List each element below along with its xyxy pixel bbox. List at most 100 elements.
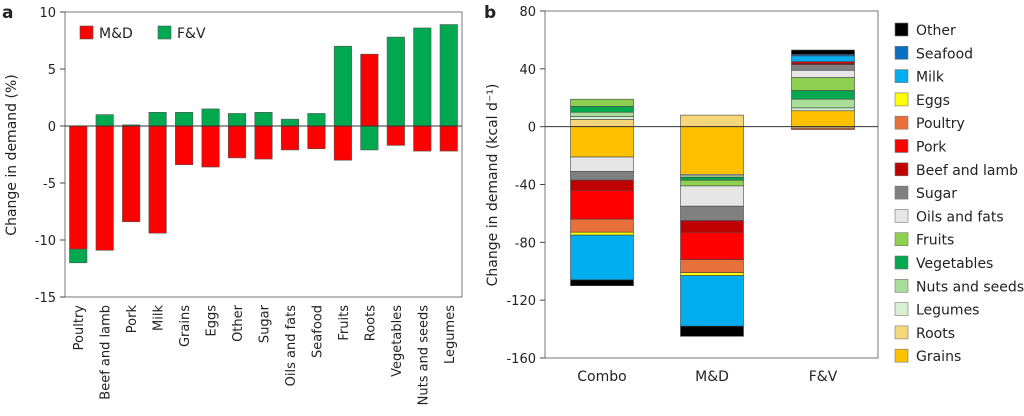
- x-tick-label: Seafood: [310, 305, 325, 358]
- y-tick-label: -160: [506, 352, 536, 367]
- bar-segment-other: [680, 325, 744, 337]
- bar-segment-milk: [570, 234, 634, 281]
- y-tick-label: 80: [519, 5, 536, 20]
- legend-swatch: [894, 185, 909, 200]
- bar-segment-vegetables: [570, 106, 634, 113]
- y-tick-label: -10: [35, 234, 56, 249]
- bar-f-v: [439, 24, 458, 127]
- bar-segment-pork: [570, 189, 634, 220]
- bar-segment-eggs: [680, 272, 744, 276]
- chart-b: 80 40 0 -40 -80 -120 -160 Combo M&D F&V Other Seafo…: [506, 5, 1024, 385]
- bar-segment-nuts-and-seeds: [791, 98, 855, 109]
- y-tick-label: -40: [515, 179, 536, 194]
- chart-b-ylabel: Change in demand (kcal d⁻¹): [485, 84, 501, 287]
- y-tick-label: -5: [43, 177, 56, 192]
- legend-swatch: [79, 25, 94, 40]
- legend-swatch: [894, 115, 909, 130]
- bar-segment-grains: [570, 126, 634, 158]
- bar-segment-milk: [791, 55, 855, 62]
- y-tick-label: -15: [35, 291, 56, 306]
- bar-segment-oils-and-fats: [570, 156, 634, 172]
- legend-label: Grains: [916, 349, 961, 365]
- plot-frame: [64, 11, 463, 298]
- legend-label: Other: [916, 23, 956, 39]
- x-tick-label: Legumes: [443, 305, 458, 364]
- legend-label: Pork: [916, 140, 947, 156]
- bar-segment-milk: [680, 275, 744, 327]
- x-tick-label: Milk: [152, 305, 167, 331]
- legend-swatch: [894, 232, 909, 246]
- bar-segment-beef-and-lamb: [680, 220, 744, 233]
- legend-swatch: [894, 278, 909, 293]
- bar-f-v: [386, 36, 405, 127]
- legend-label: Sugar: [916, 186, 957, 202]
- bar-segment-nuts-and-seeds: [570, 111, 634, 117]
- legend-swatch: [894, 45, 909, 60]
- bar-m-d: [413, 125, 432, 152]
- x-tick-label: Roots: [363, 305, 378, 341]
- x-tick-label: Grains: [178, 305, 193, 347]
- bar-f-v: [148, 112, 167, 127]
- y-tick-label: 0: [528, 121, 536, 136]
- bar-segment-other: [791, 49, 855, 55]
- chart-a: 10 5 0 -5 -10 -15 Poultry Beef and lamb Pork Milk…: [35, 6, 463, 406]
- bar-m-d: [95, 125, 114, 251]
- bar-segment-sugar: [680, 205, 744, 221]
- legend-swatch: [894, 302, 909, 316]
- legend-label: Fruits: [916, 233, 954, 249]
- bar-segment-legumes: [791, 107, 855, 112]
- legend-swatch: [894, 22, 909, 37]
- bar-segment-oils-and-fats: [791, 69, 855, 78]
- bar-segment-eggs: [570, 231, 634, 236]
- x-tick-label: Pork: [125, 305, 140, 334]
- y-tick-label: -80: [515, 236, 536, 251]
- bar-segment-sugar: [570, 171, 634, 181]
- bar-m-d: [227, 125, 247, 159]
- bar-f-v: [333, 45, 352, 127]
- bar-m-d: [439, 125, 458, 152]
- x-tick-label: Beef and lamb: [99, 305, 114, 400]
- x-tick-label: Sugar: [258, 304, 273, 343]
- panel-b-label: b: [484, 3, 496, 23]
- bar-m-d: [360, 53, 379, 127]
- legend-label: Oils and fats: [916, 209, 1004, 225]
- legend-label: M&D: [99, 26, 133, 42]
- bar-segment-beef-and-lamb: [570, 179, 634, 191]
- legend-label: Beef and lamb: [916, 163, 1018, 179]
- x-tick-label: Fruits: [337, 305, 352, 341]
- bar-f-v: [95, 114, 114, 127]
- bar-segment-pork: [680, 231, 744, 260]
- legend-label: Vegetables: [916, 256, 993, 272]
- bar-f-v: [307, 113, 326, 127]
- bar-segment-legumes: [570, 116, 634, 120]
- legend-swatch: [894, 348, 909, 363]
- bar-segment-vegetables: [791, 90, 855, 100]
- bar-f-v: [227, 113, 247, 127]
- legend-swatch: [894, 209, 909, 223]
- y-tick-label: -120: [506, 294, 536, 309]
- bar-m-d: [69, 125, 88, 250]
- legend-label: Roots: [916, 326, 955, 342]
- y-tick-label: 10: [39, 6, 56, 21]
- legend-label: F&V: [177, 26, 206, 42]
- x-tick-label: Oils and fats: [284, 305, 299, 387]
- bar-f-v: [254, 112, 273, 127]
- x-tick-label: Combo: [577, 369, 626, 385]
- bar-segment-other: [570, 279, 634, 287]
- bar-m-d: [307, 125, 326, 150]
- bar-f-v: [69, 248, 88, 264]
- x-tick-label: Nuts and seeds: [416, 305, 431, 406]
- chart-a-ylabel: Change in demand (%): [4, 74, 20, 235]
- y-tick-label: 40: [519, 63, 536, 78]
- legend-swatch: [894, 255, 909, 270]
- bar-segment-grains: [680, 126, 744, 175]
- panel-a-label: a: [2, 3, 13, 23]
- bar-m-d: [386, 125, 405, 146]
- bar-segment-poultry: [791, 127, 855, 130]
- legend-swatch: [894, 325, 909, 340]
- legend-label: Eggs: [916, 93, 950, 109]
- legend-swatch: [894, 69, 909, 83]
- x-tick-label: Other: [231, 304, 246, 342]
